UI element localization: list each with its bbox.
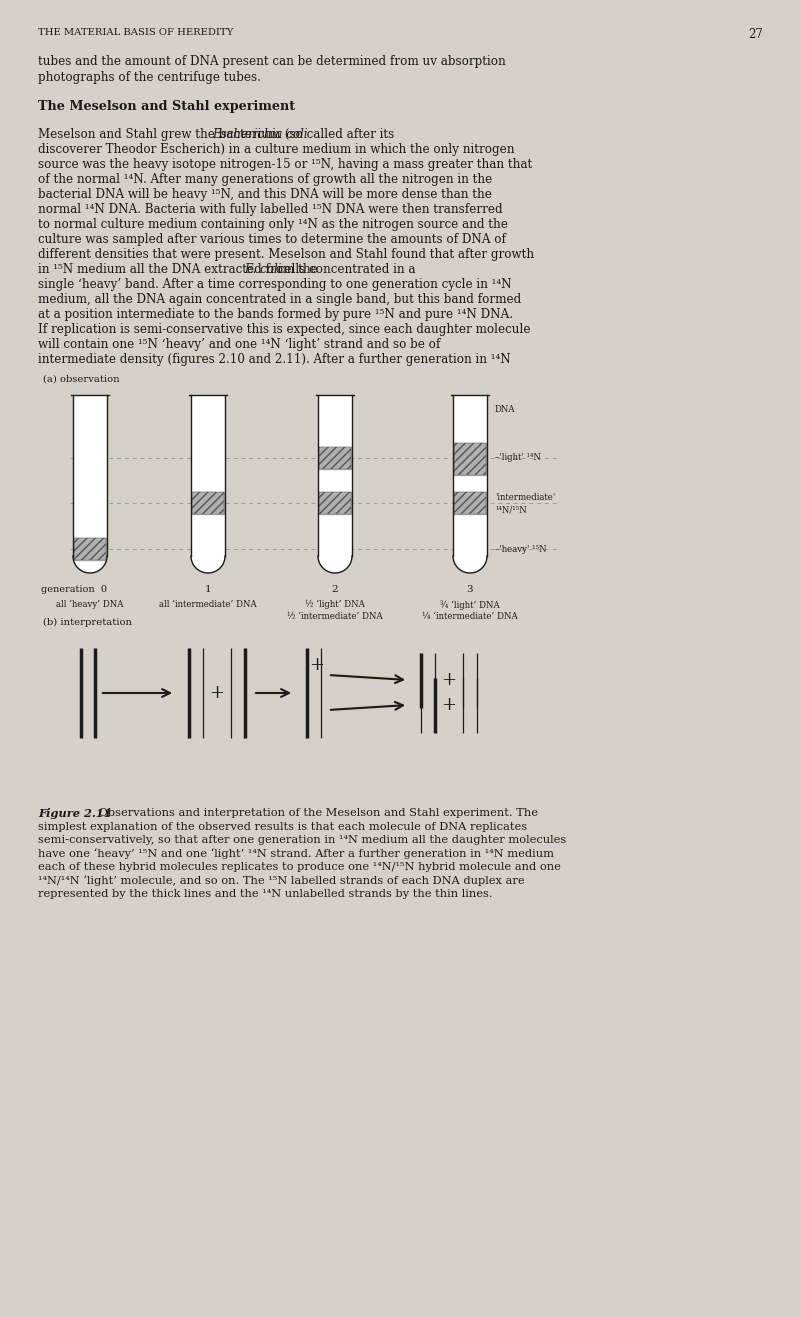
Text: 1: 1 xyxy=(205,585,211,594)
Polygon shape xyxy=(192,396,224,556)
Text: have one ‘heavy’ ¹⁵N and one ‘light’ ¹⁴N strand. After a further generation in ¹: have one ‘heavy’ ¹⁵N and one ‘light’ ¹⁴N… xyxy=(38,848,554,859)
Text: all ‘intermediate’ DNA: all ‘intermediate’ DNA xyxy=(159,601,257,608)
Text: 3: 3 xyxy=(467,585,473,594)
Text: DNA: DNA xyxy=(495,406,516,415)
Text: at a position intermediate to the bands formed by pure ¹⁵N and pure ¹⁴N DNA.: at a position intermediate to the bands … xyxy=(38,308,513,321)
Text: of the normal ¹⁴N. After many generations of growth all the nitrogen in the: of the normal ¹⁴N. After many generation… xyxy=(38,173,493,186)
Text: cells concentrated in a: cells concentrated in a xyxy=(274,263,416,277)
Text: source was the heavy isotope nitrogen-15 or ¹⁵N, having a mass greater than that: source was the heavy isotope nitrogen-15… xyxy=(38,158,532,171)
Text: all ‘heavy’ DNA: all ‘heavy’ DNA xyxy=(56,601,123,610)
Text: culture was sampled after various times to determine the amounts of DNA of: culture was sampled after various times … xyxy=(38,233,506,246)
Text: Observations and interpretation of the Meselson and Stahl experiment. The: Observations and interpretation of the M… xyxy=(95,809,538,818)
Text: represented by the thick lines and the ¹⁴N unlabelled strands by the thin lines.: represented by the thick lines and the ¹… xyxy=(38,889,493,900)
Text: The Meselson and Stahl experiment: The Meselson and Stahl experiment xyxy=(38,100,295,113)
Text: each of these hybrid molecules replicates to produce one ¹⁴N/¹⁵N hybrid molecule: each of these hybrid molecules replicate… xyxy=(38,863,561,872)
Polygon shape xyxy=(454,443,486,475)
Polygon shape xyxy=(74,539,106,560)
Text: –'heavy' ¹⁵N: –'heavy' ¹⁵N xyxy=(495,544,546,553)
Text: semi-conservatively, so that after one generation in ¹⁴N medium all the daughter: semi-conservatively, so that after one g… xyxy=(38,835,566,846)
Text: 'intermediate': 'intermediate' xyxy=(495,494,555,503)
Polygon shape xyxy=(192,493,224,514)
Text: 2: 2 xyxy=(332,585,338,594)
Text: ½ ‘light’ DNA: ½ ‘light’ DNA xyxy=(305,601,365,610)
Text: +: + xyxy=(441,670,457,689)
Text: +: + xyxy=(210,684,224,702)
Polygon shape xyxy=(74,396,106,556)
Text: ¹⁴N/¹⁴N ‘light’ molecule, and so on. The ¹⁵N labelled strands of each DNA duplex: ¹⁴N/¹⁴N ‘light’ molecule, and so on. The… xyxy=(38,876,525,886)
Polygon shape xyxy=(319,396,351,556)
Text: tubes and the amount of DNA present can be determined from uv absorption: tubes and the amount of DNA present can … xyxy=(38,55,505,68)
Polygon shape xyxy=(454,556,486,572)
Text: +: + xyxy=(441,695,457,714)
Text: Escherichia coli: Escherichia coli xyxy=(212,128,308,141)
Text: –'light' ¹⁴N: –'light' ¹⁴N xyxy=(495,453,541,462)
Text: (b) interpretation: (b) interpretation xyxy=(43,618,132,627)
Polygon shape xyxy=(319,493,351,514)
Text: ¾ ‘light’ DNA: ¾ ‘light’ DNA xyxy=(440,601,500,610)
Text: to normal culture medium containing only ¹⁴N as the nitrogen source and the: to normal culture medium containing only… xyxy=(38,219,508,230)
Polygon shape xyxy=(319,446,351,469)
Text: +: + xyxy=(309,656,324,674)
Text: single ‘heavy’ band. After a time corresponding to one generation cycle in ¹⁴N: single ‘heavy’ band. After a time corres… xyxy=(38,278,512,291)
Text: will contain one ¹⁵N ‘heavy’ and one ¹⁴N ‘light’ strand and so be of: will contain one ¹⁵N ‘heavy’ and one ¹⁴N… xyxy=(38,338,441,352)
Text: ½ ‘intermediate’ DNA: ½ ‘intermediate’ DNA xyxy=(287,612,383,622)
Text: THE MATERIAL BASIS OF HEREDITY: THE MATERIAL BASIS OF HEREDITY xyxy=(38,28,233,37)
Text: photographs of the centrifuge tubes.: photographs of the centrifuge tubes. xyxy=(38,71,261,84)
Text: bacterial DNA will be heavy ¹⁵N, and this DNA will be more dense than the: bacterial DNA will be heavy ¹⁵N, and thi… xyxy=(38,188,492,202)
Polygon shape xyxy=(319,556,351,572)
Polygon shape xyxy=(454,493,486,514)
Text: ¹⁴N/¹⁵N: ¹⁴N/¹⁵N xyxy=(495,506,527,515)
Text: medium, all the DNA again concentrated in a single band, but this band formed: medium, all the DNA again concentrated i… xyxy=(38,292,521,306)
Polygon shape xyxy=(454,396,486,556)
Text: (a) observation: (a) observation xyxy=(43,375,119,385)
Text: different densities that were present. Meselson and Stahl found that after growt: different densities that were present. M… xyxy=(38,248,534,261)
Text: in ¹⁵N medium all the DNA extracted from the: in ¹⁵N medium all the DNA extracted from… xyxy=(38,263,321,277)
Text: discoverer Theodor Escherich) in a culture medium in which the only nitrogen: discoverer Theodor Escherich) in a cultu… xyxy=(38,144,514,155)
Text: generation  0: generation 0 xyxy=(41,585,107,594)
Text: E. coli: E. coli xyxy=(244,263,281,277)
Text: Figure 2.11: Figure 2.11 xyxy=(38,809,111,819)
Text: simplest explanation of the observed results is that each molecule of DNA replic: simplest explanation of the observed res… xyxy=(38,822,527,831)
Text: intermediate density (figures 2.10 and 2.11). After a further generation in ¹⁴N: intermediate density (figures 2.10 and 2… xyxy=(38,353,511,366)
Text: ¼ ‘intermediate’ DNA: ¼ ‘intermediate’ DNA xyxy=(422,612,518,622)
Text: 27: 27 xyxy=(748,28,763,41)
Polygon shape xyxy=(74,556,106,572)
Text: Meselson and Stahl grew the bacterium: Meselson and Stahl grew the bacterium xyxy=(38,128,284,141)
Polygon shape xyxy=(192,556,224,572)
Text: If replication is semi-conservative this is expected, since each daughter molecu: If replication is semi-conservative this… xyxy=(38,323,530,336)
Text: (so called after its: (so called after its xyxy=(281,128,394,141)
Text: normal ¹⁴N DNA. Bacteria with fully labelled ¹⁵N DNA were then transferred: normal ¹⁴N DNA. Bacteria with fully labe… xyxy=(38,203,502,216)
